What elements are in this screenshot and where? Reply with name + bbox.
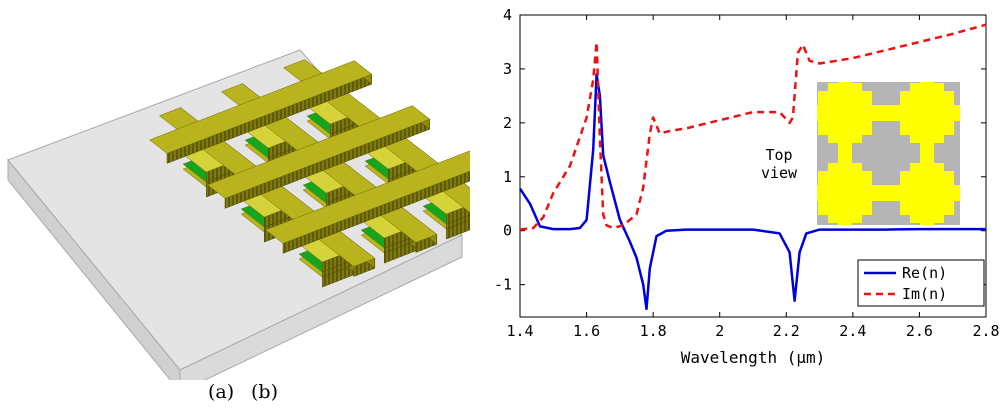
- panel-a-structure: [0, 0, 500, 411]
- series-layer: [518, 23, 987, 311]
- series-re-line: [518, 73, 986, 311]
- inset-label-line1: Top: [765, 146, 792, 164]
- y-tick-label: 4: [503, 6, 512, 24]
- inset-top-view: [817, 82, 960, 225]
- wire-h-top-face: [149, 60, 373, 154]
- caption-b: (b): [251, 381, 278, 403]
- inset-fishnet-pattern: [817, 82, 960, 225]
- inset-strip-v: [838, 82, 852, 225]
- y-tick-label: 2: [503, 114, 512, 132]
- x-tick-label: 2.6: [906, 322, 933, 340]
- x-tick-label: 2.4: [839, 322, 866, 340]
- fishnet-layers: [149, 59, 500, 288]
- legend: Re(n) Im(n): [857, 259, 985, 307]
- series-im-line: [519, 23, 987, 231]
- x-axis-label: Wavelength (μm): [681, 348, 826, 367]
- metamaterial-structure-illustration: [7, 49, 500, 394]
- panel-b-chart: 1.4 1.6 1.8 2 2.2 2.4 2.6 2.8 -1 0 1 2 3 4 Top view R…: [470, 0, 1005, 411]
- y-tick-label: 1: [503, 168, 512, 186]
- x-tick-label: 2: [715, 322, 724, 340]
- x-tick-label: 1.8: [640, 322, 667, 340]
- inset-label-line2: view: [761, 164, 798, 182]
- y-tick-label: -1: [494, 276, 512, 294]
- caption-a: (a): [208, 381, 235, 403]
- legend-label-re: Re(n): [902, 264, 947, 282]
- y-tick-label: 3: [503, 60, 512, 78]
- x-tick-label: 2.8: [972, 322, 999, 340]
- wire-h-top-face: [207, 105, 431, 199]
- legend-box: [857, 259, 985, 307]
- inset-strip-v: [920, 82, 934, 225]
- refractive-index-chart: 1.4 1.6 1.8 2 2.2 2.4 2.6 2.8 -1 0 1 2 3 4 Top view R…: [494, 6, 1000, 367]
- axis-ticks: 1.4 1.6 1.8 2 2.2 2.4 2.6 2.8 -1 0 1 2 3 4: [494, 6, 1000, 340]
- x-tick-label: 1.4: [506, 322, 533, 340]
- x-tick-label: 1.6: [573, 322, 600, 340]
- x-tick-label: 2.2: [773, 322, 800, 340]
- y-tick-label: 0: [503, 222, 512, 240]
- legend-label-im: Im(n): [902, 285, 947, 303]
